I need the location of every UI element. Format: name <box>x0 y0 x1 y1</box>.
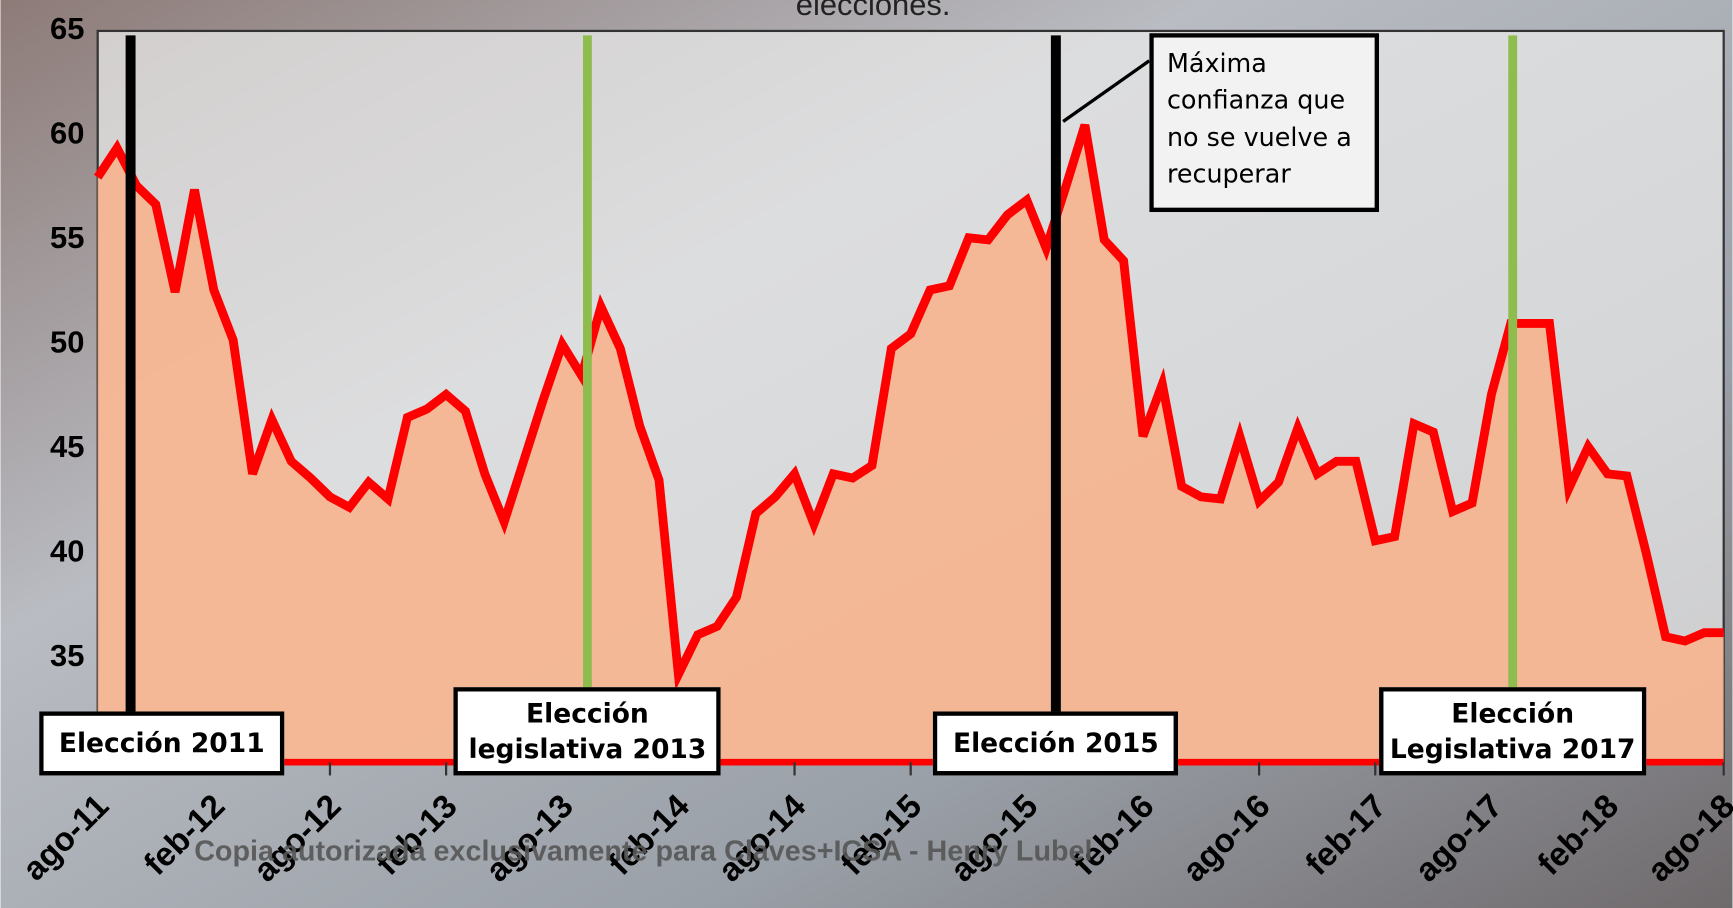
watermark: Copia autorizada exclusivamente para Cla… <box>194 835 1092 867</box>
event-label-text: Elección legislativa 2013 <box>454 687 721 775</box>
event-label: Elección 2015 <box>933 711 1178 775</box>
event-label-text: Elección 2011 <box>39 711 284 775</box>
event-label: Elección legislativa 2013 <box>454 687 721 775</box>
y-tick-label: 60 <box>50 116 84 151</box>
chart: elecciones. 3035404550556065ago-11feb-12… <box>0 0 1733 908</box>
event-label-text: Elección Legislativa 2017 <box>1379 687 1646 775</box>
chart-title: elecciones. <box>796 0 951 22</box>
event-label: Elección 2011 <box>39 711 284 775</box>
y-tick-label: 35 <box>50 638 84 673</box>
event-label: Elección Legislativa 2017 <box>1379 687 1646 775</box>
y-tick-label: 65 <box>50 11 84 46</box>
y-tick-label: 45 <box>50 429 84 464</box>
y-tick-label: 55 <box>50 220 84 255</box>
y-tick-label: 40 <box>50 533 84 568</box>
callout-text: Máxima confianza que no se vuelve a recu… <box>1149 33 1379 212</box>
callout: Máxima confianza que no se vuelve a recu… <box>1149 33 1379 212</box>
y-tick-label: 50 <box>50 324 84 359</box>
page: {"chart_data": {"type": "area-line", "ti… <box>0 0 1733 908</box>
event-label-text: Elección 2015 <box>933 711 1178 775</box>
